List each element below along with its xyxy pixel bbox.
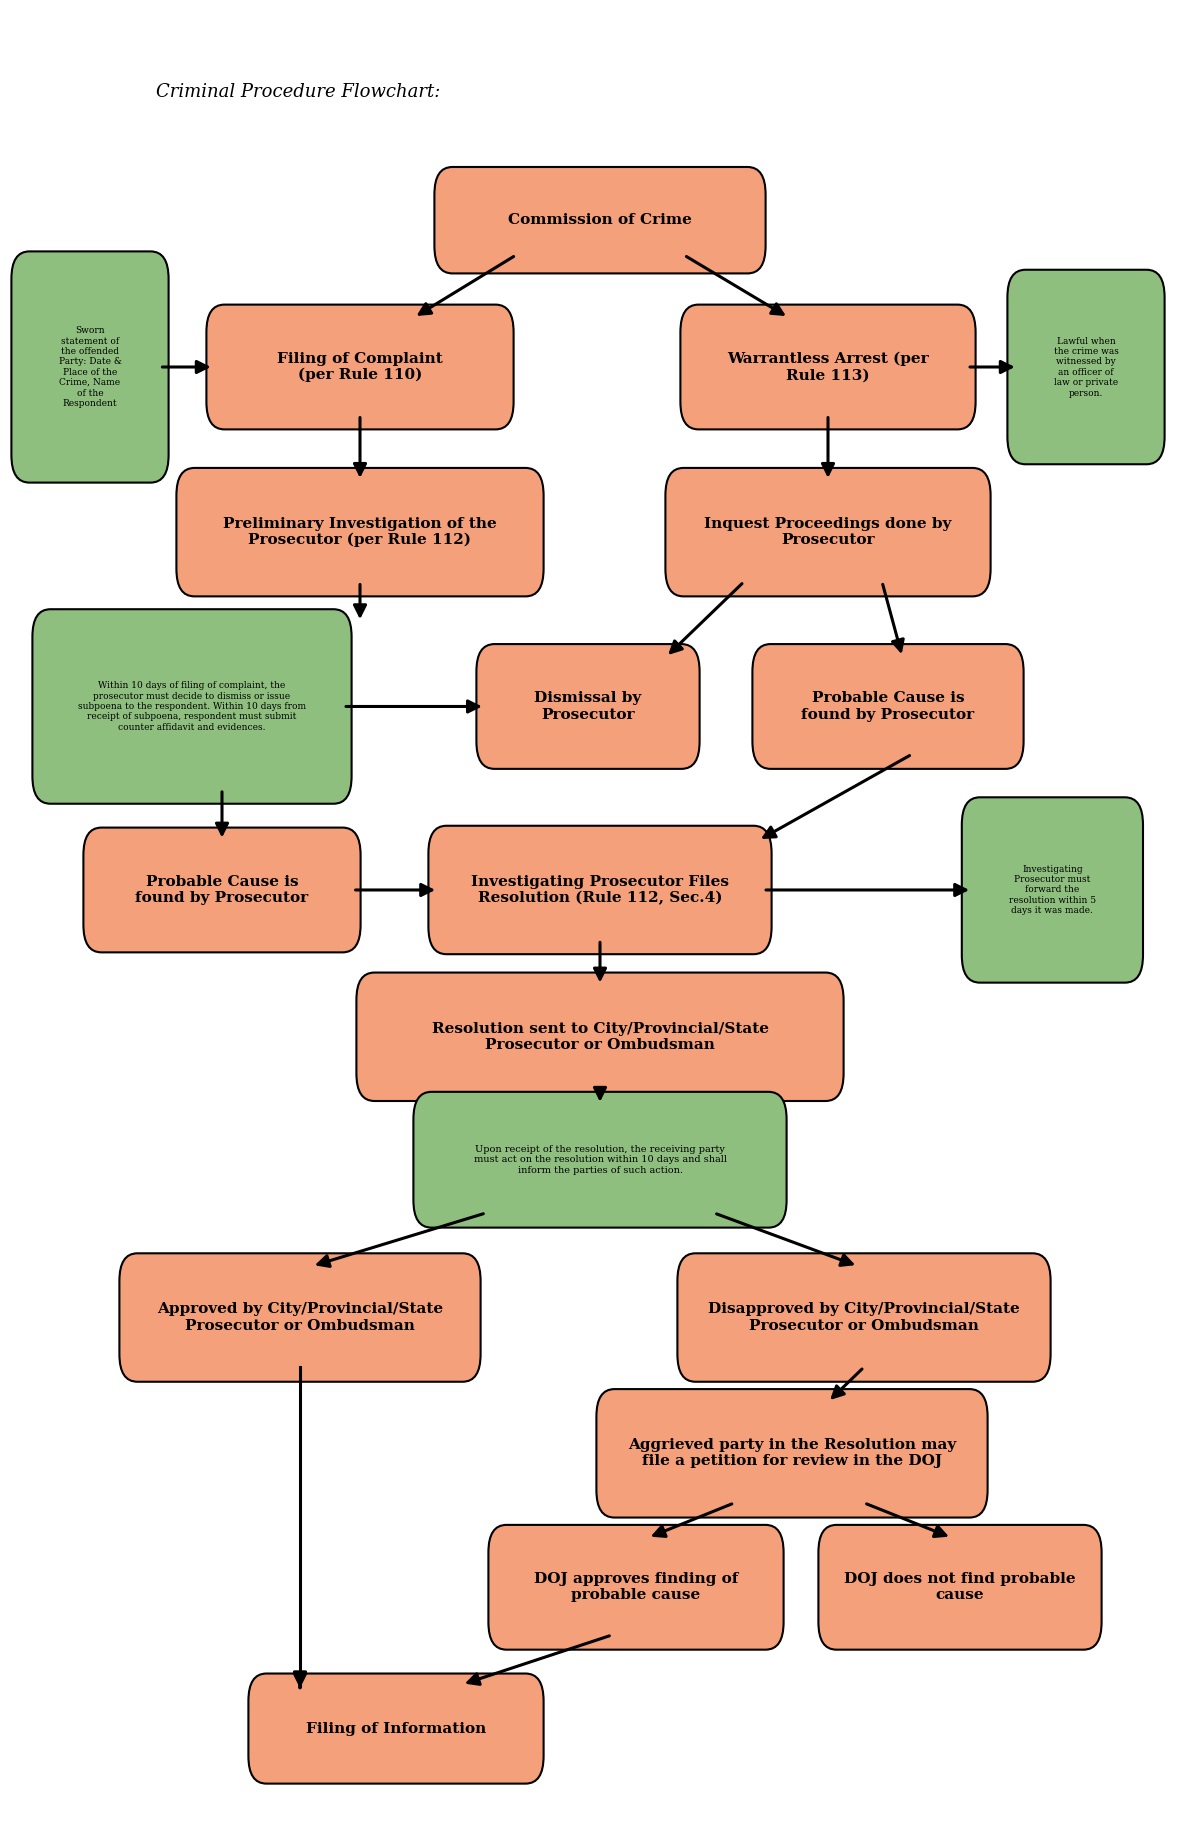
Text: Approved by City/Provincial/State
Prosecutor or Ombudsman: Approved by City/Provincial/State Prosec… xyxy=(157,1303,443,1332)
FancyBboxPatch shape xyxy=(596,1389,988,1518)
FancyBboxPatch shape xyxy=(962,796,1142,984)
FancyBboxPatch shape xyxy=(752,644,1024,769)
Text: DOJ does not find probable
cause: DOJ does not find probable cause xyxy=(844,1573,1076,1602)
Text: Investigating Prosecutor Files
Resolution (Rule 112, Sec.4): Investigating Prosecutor Files Resolutio… xyxy=(470,875,730,905)
Text: Commission of Crime: Commission of Crime xyxy=(508,213,692,228)
Text: Upon receipt of the resolution, the receiving party
must act on the resolution w: Upon receipt of the resolution, the rece… xyxy=(474,1145,726,1174)
Text: Lawful when
the crime was
witnessed by
an officer of
law or private
person.: Lawful when the crime was witnessed by a… xyxy=(1054,336,1118,398)
FancyBboxPatch shape xyxy=(818,1525,1102,1650)
Text: Filing of Information: Filing of Information xyxy=(306,1721,486,1736)
Text: Filing of Complaint
(per Rule 110): Filing of Complaint (per Rule 110) xyxy=(277,352,443,382)
Text: Dismissal by
Prosecutor: Dismissal by Prosecutor xyxy=(534,692,642,721)
FancyBboxPatch shape xyxy=(677,1253,1051,1382)
FancyBboxPatch shape xyxy=(665,468,991,596)
Text: Preliminary Investigation of the
Prosecutor (per Rule 112): Preliminary Investigation of the Prosecu… xyxy=(223,517,497,547)
FancyBboxPatch shape xyxy=(476,644,700,769)
Text: Inquest Proceedings done by
Prosecutor: Inquest Proceedings done by Prosecutor xyxy=(704,517,952,547)
FancyBboxPatch shape xyxy=(428,826,772,954)
Text: Probable Cause is
found by Prosecutor: Probable Cause is found by Prosecutor xyxy=(136,875,308,905)
FancyBboxPatch shape xyxy=(413,1092,787,1228)
Text: Criminal Procedure Flowchart:: Criminal Procedure Flowchart: xyxy=(156,83,440,101)
Text: Within 10 days of filing of complaint, the
prosecutor must decide to dismiss or : Within 10 days of filing of complaint, t… xyxy=(78,681,306,732)
FancyBboxPatch shape xyxy=(1008,270,1165,464)
FancyBboxPatch shape xyxy=(434,167,766,273)
FancyBboxPatch shape xyxy=(488,1525,784,1650)
FancyBboxPatch shape xyxy=(248,1674,544,1784)
Text: Warrantless Arrest (per
Rule 113): Warrantless Arrest (per Rule 113) xyxy=(727,352,929,382)
FancyBboxPatch shape xyxy=(356,973,844,1101)
FancyBboxPatch shape xyxy=(32,609,352,804)
Text: DOJ approves finding of
probable cause: DOJ approves finding of probable cause xyxy=(534,1573,738,1602)
Text: Investigating
Prosecutor must
forward the
resolution within 5
days it was made.: Investigating Prosecutor must forward th… xyxy=(1009,864,1096,916)
FancyBboxPatch shape xyxy=(206,305,514,429)
FancyBboxPatch shape xyxy=(176,468,544,596)
FancyBboxPatch shape xyxy=(11,251,169,483)
Text: Sworn
statement of
the offended
Party: Date &
Place of the
Crime, Name
of the
Re: Sworn statement of the offended Party: D… xyxy=(59,327,121,407)
Text: Resolution sent to City/Provincial/State
Prosecutor or Ombudsman: Resolution sent to City/Provincial/State… xyxy=(432,1022,768,1051)
FancyBboxPatch shape xyxy=(84,828,360,952)
Text: Aggrieved party in the Resolution may
file a petition for review in the DOJ: Aggrieved party in the Resolution may fi… xyxy=(628,1439,956,1468)
FancyBboxPatch shape xyxy=(680,305,976,429)
Text: Disapproved by City/Provincial/State
Prosecutor or Ombudsman: Disapproved by City/Provincial/State Pro… xyxy=(708,1303,1020,1332)
FancyBboxPatch shape xyxy=(120,1253,480,1382)
Text: Probable Cause is
found by Prosecutor: Probable Cause is found by Prosecutor xyxy=(802,692,974,721)
